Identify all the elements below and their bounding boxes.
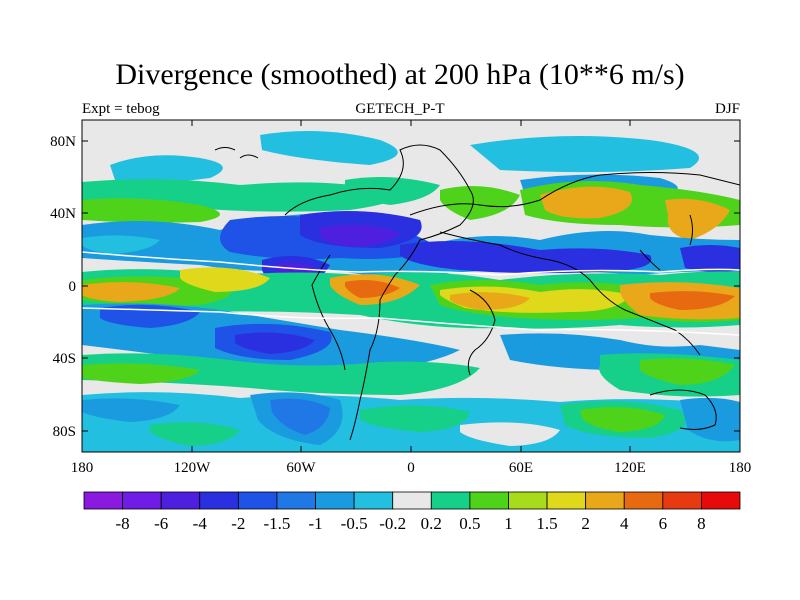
lat-label-80s: 80S xyxy=(53,424,76,440)
lon-label-60e: 60E xyxy=(509,460,533,476)
divergence-field-polar-south xyxy=(82,392,740,452)
divergence-field-equatorial xyxy=(82,267,740,329)
colorbar-label: 2 xyxy=(581,514,590,533)
lat-label-40n: 40N xyxy=(50,206,76,222)
colorbar-label: -1.5 xyxy=(263,514,290,533)
longitude-axis: 180 120W 60W 0 60E 120E 180 xyxy=(71,120,752,476)
colorbar: -8 -6 -4 -2 -1.5 -1 -0.5 -0.2 0.2 0.5 1 1.5 2 4 6 8 xyxy=(83,491,741,533)
experiment-label: Expt = tebog xyxy=(82,101,160,117)
lat-label-40s: 40S xyxy=(53,351,76,367)
colorbar-swatch xyxy=(546,491,587,510)
lon-label-120w: 120W xyxy=(174,460,212,476)
colorbar-label: 1.5 xyxy=(536,514,557,533)
colorbar-label: 6 xyxy=(659,514,668,533)
map-title: Divergence (smoothed) at 200 hPa (10**6 … xyxy=(115,58,685,91)
latitude-axis: 80N 40N 0 40S 80S xyxy=(50,134,740,440)
colorbar-label: 0.5 xyxy=(459,514,480,533)
colorbar-label: 4 xyxy=(620,514,629,533)
colorbar-swatch xyxy=(662,491,702,510)
colorbar-label: -0.5 xyxy=(341,514,368,533)
colorbar-label: -2 xyxy=(231,514,245,533)
lon-label-180-west: 180 xyxy=(71,460,94,476)
colorbar-swatch xyxy=(430,491,471,510)
divergence-field-northern xyxy=(82,131,740,240)
colorbar-label: -4 xyxy=(193,514,208,533)
divergence-field-southern xyxy=(82,303,740,397)
lat-label-equator: 0 xyxy=(69,279,77,295)
coastlines xyxy=(214,144,740,441)
season-label: DJF xyxy=(714,101,740,117)
colorbar-swatch xyxy=(353,491,394,510)
colorbar-swatch xyxy=(122,491,162,510)
lat-label-80n: 80N xyxy=(50,134,76,150)
colorbar-swatch xyxy=(508,491,548,510)
colorbar-swatch xyxy=(623,491,664,510)
colorbar-swatch xyxy=(701,491,741,510)
colorbar-swatches xyxy=(83,491,741,510)
colorbar-swatch xyxy=(392,491,432,510)
colorbar-swatch xyxy=(237,491,278,510)
lon-label-0: 0 xyxy=(407,460,415,476)
colorbar-label: 0.2 xyxy=(421,514,442,533)
colorbar-swatch xyxy=(83,491,123,510)
colorbar-label: 8 xyxy=(697,514,706,533)
lon-label-60w: 60W xyxy=(286,460,316,476)
colorbar-swatch xyxy=(469,491,509,510)
map-plot-area xyxy=(82,120,740,452)
colorbar-swatch xyxy=(315,491,355,510)
lon-label-120e: 120E xyxy=(614,460,646,476)
model-label: GETECH_P-T xyxy=(355,101,445,117)
colorbar-label: -8 xyxy=(116,514,130,533)
colorbar-swatch xyxy=(160,491,201,510)
lon-label-180-east: 180 xyxy=(729,460,752,476)
colorbar-label: -0.2 xyxy=(379,514,406,533)
colorbar-swatch xyxy=(276,491,316,510)
colorbar-label: -6 xyxy=(154,514,168,533)
colorbar-label: -1 xyxy=(308,514,322,533)
colorbar-label: 1 xyxy=(504,514,513,533)
colorbar-labels: -8 -6 -4 -2 -1.5 -1 -0.5 -0.2 0.2 0.5 1 1.5 2 4 6 8 xyxy=(116,514,706,533)
colorbar-swatch xyxy=(199,491,239,510)
colorbar-swatch xyxy=(585,491,625,510)
zero-contours xyxy=(82,251,740,336)
